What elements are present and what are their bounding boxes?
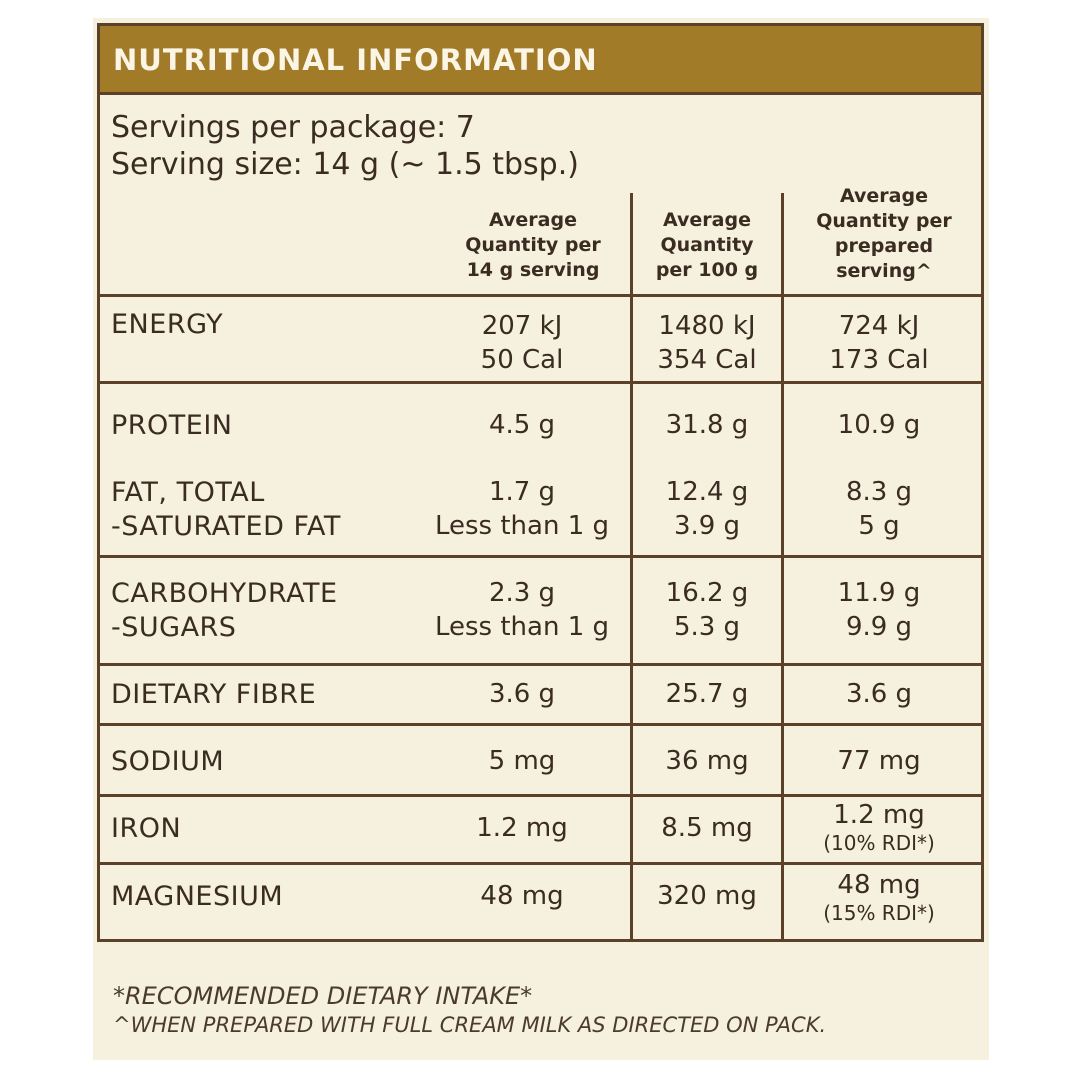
dietary-fibre-per100: 25.7 g bbox=[665, 679, 749, 709]
protein-label: PROTEIN bbox=[111, 410, 233, 441]
row-divider bbox=[97, 862, 984, 865]
saturated-fat-serving: Less than 1 g bbox=[434, 511, 610, 541]
iron-prepared: 1.2 mg (10% RDI*) bbox=[779, 801, 979, 857]
magnesium-serving: 48 mg bbox=[480, 881, 564, 911]
energy-per100: 1480 kJ 354 Cal bbox=[657, 311, 757, 375]
sugars-serving: Less than 1 g bbox=[434, 612, 610, 642]
sodium-per100: 36 mg bbox=[665, 746, 749, 776]
fat-total-per100: 12.4 g bbox=[665, 477, 749, 507]
magnesium-per100: 320 mg bbox=[657, 881, 757, 911]
sodium-serving: 5 mg bbox=[488, 746, 556, 776]
column-header-per-100g: Average Quantity per 100 g bbox=[655, 209, 759, 281]
sodium-label: SODIUM bbox=[111, 746, 225, 777]
row-divider bbox=[97, 723, 984, 726]
magnesium-label: MAGNESIUM bbox=[111, 881, 284, 912]
saturated-fat-per100: 3.9 g bbox=[673, 511, 741, 541]
nutrition-header: NUTRITIONAL INFORMATION bbox=[97, 23, 984, 95]
protein-prepared: 10.9 g bbox=[837, 410, 921, 440]
serving-size: Serving size: 14 g (~ 1.5 tbsp.) bbox=[111, 147, 579, 182]
carbohydrate-prepared: 11.9 g bbox=[837, 578, 921, 608]
footnote-rdi: *RECOMMENDED DIETARY INTAKE* bbox=[113, 982, 533, 1010]
sugars-prepared: 9.9 g bbox=[845, 612, 913, 642]
row-divider bbox=[97, 381, 984, 384]
iron-serving: 1.2 mg bbox=[476, 813, 568, 843]
carbohydrate-per100: 16.2 g bbox=[665, 578, 749, 608]
row-divider bbox=[97, 555, 984, 558]
column-divider bbox=[781, 193, 784, 941]
footnote-prepared: ^WHEN PREPARED WITH FULL CREAM MILK AS D… bbox=[113, 1013, 827, 1037]
energy-serving: 207 kJ 50 Cal bbox=[480, 311, 564, 375]
protein-serving: 4.5 g bbox=[488, 410, 556, 440]
iron-rdi-note: (10% RDI*) bbox=[823, 831, 935, 855]
carbohydrate-serving: 2.3 g bbox=[488, 578, 556, 608]
nutrition-title: NUTRITIONAL INFORMATION bbox=[113, 43, 598, 77]
column-header-prepared: Average Quantity per prepared serving^ bbox=[816, 185, 952, 282]
nutrition-panel bbox=[93, 18, 989, 1060]
magnesium-prepared: 48 mg (15% RDI*) bbox=[779, 871, 979, 927]
sodium-prepared: 77 mg bbox=[837, 746, 921, 776]
fat-total-prepared: 8.3 g bbox=[845, 477, 913, 507]
row-divider bbox=[97, 294, 984, 297]
sugars-per100: 5.3 g bbox=[673, 612, 741, 642]
row-divider bbox=[97, 663, 984, 666]
protein-per100: 31.8 g bbox=[665, 410, 749, 440]
saturated-fat-prepared: 5 g bbox=[858, 511, 900, 541]
servings-per-package: Servings per package: 7 bbox=[111, 110, 475, 145]
iron-label: IRON bbox=[111, 813, 182, 844]
dietary-fibre-label: DIETARY FIBRE bbox=[111, 679, 317, 710]
nutrition-table-frame bbox=[97, 92, 984, 942]
fat-total-serving: 1.7 g bbox=[488, 477, 556, 507]
energy-prepared: 724 kJ 173 Cal bbox=[829, 311, 929, 375]
fat-total-label: FAT, TOTAL bbox=[111, 477, 265, 508]
iron-per100: 8.5 mg bbox=[661, 813, 753, 843]
dietary-fibre-serving: 3.6 g bbox=[488, 679, 556, 709]
energy-label: ENERGY bbox=[111, 309, 224, 340]
dietary-fibre-prepared: 3.6 g bbox=[845, 679, 913, 709]
column-divider bbox=[630, 193, 633, 941]
row-divider bbox=[97, 794, 984, 797]
saturated-fat-label: -SATURATED FAT bbox=[111, 511, 341, 542]
sugars-label: -SUGARS bbox=[111, 612, 237, 643]
magnesium-rdi-note: (15% RDI*) bbox=[823, 901, 935, 925]
column-header-serving: Average Quantity per 14 g serving bbox=[465, 209, 601, 281]
carbohydrate-label: CARBOHYDRATE bbox=[111, 578, 338, 609]
